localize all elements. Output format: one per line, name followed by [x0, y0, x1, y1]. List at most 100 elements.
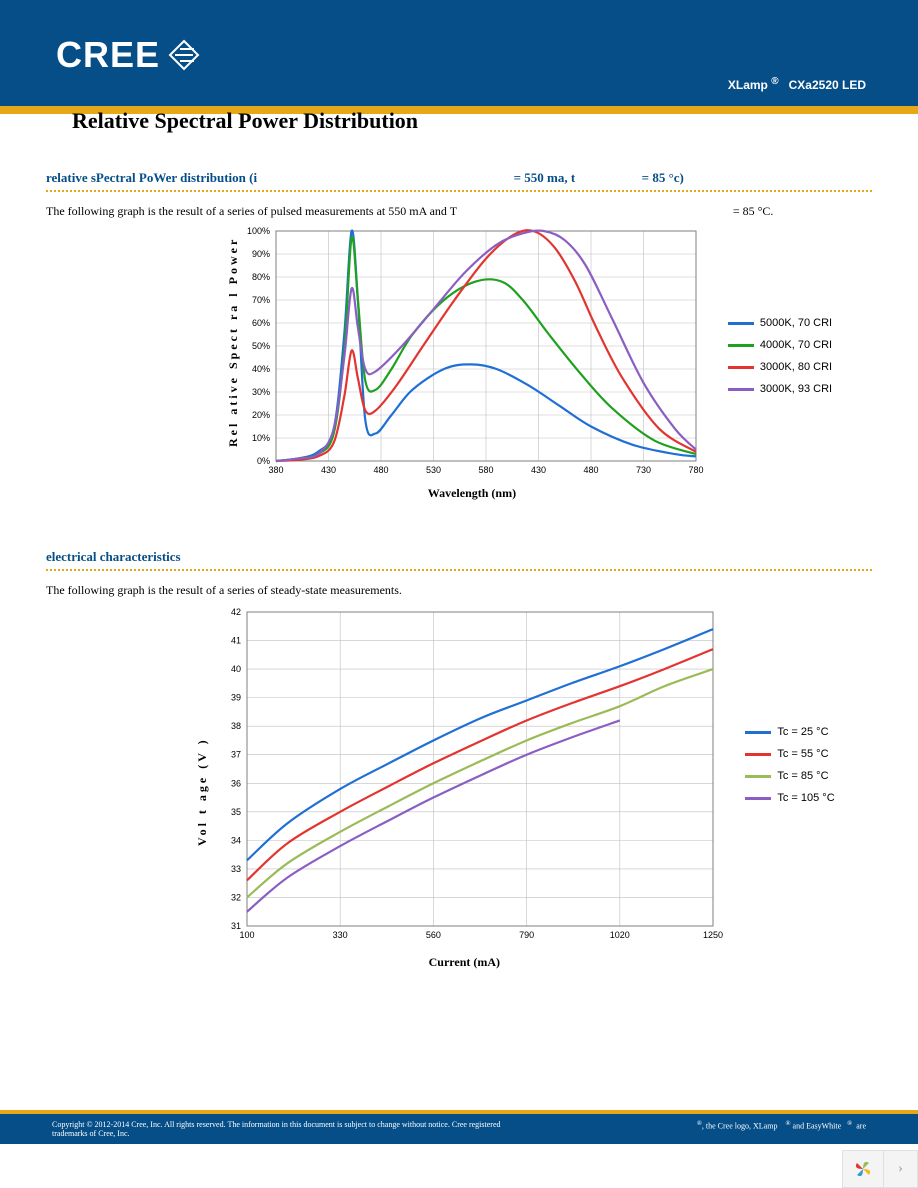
- svg-text:40: 40: [231, 664, 241, 674]
- legend-item: 5000K, 70 CRI: [728, 317, 832, 329]
- s1-row: Rel ative Spect ra l Power 380 430 480 530 5…: [46, 227, 872, 501]
- svg-text:90%: 90%: [252, 249, 270, 259]
- section1-header: relative sPectral PoWer distribution (i …: [46, 170, 872, 192]
- svg-text:80%: 80%: [252, 272, 270, 282]
- svg-text:480: 480: [373, 465, 388, 475]
- svg-text:50%: 50%: [252, 341, 270, 351]
- next-arrow-icon[interactable]: ›: [883, 1151, 917, 1187]
- s1-head-i: = 550 ma, t: [514, 170, 576, 185]
- header-band: CREE XLamp ® CXa2520 LED: [0, 0, 918, 106]
- svg-text:430: 430: [531, 465, 546, 475]
- svg-text:33: 33: [231, 864, 241, 874]
- chart1-legend: 5000K, 70 CRI 4000K, 70 CRI 3000K, 80 CRI 3…: [728, 227, 832, 395]
- brand-text: CREE: [56, 34, 160, 76]
- legend-label: 3000K, 93 CRI: [760, 383, 832, 395]
- content: relative sPectral PoWer distribution (i …: [0, 114, 918, 970]
- legend-label: 3000K, 80 CRI: [760, 361, 832, 373]
- svg-text:31: 31: [231, 921, 241, 931]
- svg-text:60%: 60%: [252, 318, 270, 328]
- chart2-xlabel: Current (mA): [199, 955, 729, 970]
- footer-blue: Copyright © 2012-2014 Cree, Inc. All rig…: [0, 1114, 918, 1144]
- svg-text:1250: 1250: [703, 930, 723, 940]
- corner-widget[interactable]: ›: [842, 1150, 918, 1188]
- legend-swatch: [745, 775, 771, 778]
- svg-text:40%: 40%: [252, 364, 270, 374]
- svg-text:20%: 20%: [252, 410, 270, 420]
- chart2-ylabel: Vol t age (V ): [195, 737, 210, 846]
- product-right: CXa2520 LED: [789, 78, 866, 92]
- svg-text:380: 380: [268, 465, 283, 475]
- svg-text:330: 330: [333, 930, 348, 940]
- footer-copyright: Copyright © 2012-2014 Cree, Inc. All rig…: [52, 1120, 512, 1138]
- svg-text:730: 730: [636, 465, 651, 475]
- svg-text:10%: 10%: [252, 433, 270, 443]
- svg-text:41: 41: [231, 636, 241, 646]
- s2-caption: The following graph is the result of a s…: [46, 583, 872, 598]
- legend-item: 4000K, 70 CRI: [728, 339, 832, 351]
- pinwheel-icon: [843, 1151, 883, 1187]
- legend-swatch: [728, 344, 754, 347]
- chart2-legend: Tc = 25 °C Tc = 55 °C Tc = 85 °C Tc = 105 °…: [745, 606, 834, 804]
- product-sep: ®: [771, 76, 778, 87]
- svg-text:790: 790: [519, 930, 534, 940]
- legend-label: Tc = 25 °C: [777, 726, 828, 738]
- legend-swatch: [745, 731, 771, 734]
- svg-text:30%: 30%: [252, 387, 270, 397]
- legend-label: 5000K, 70 CRI: [760, 317, 832, 329]
- legend-item: 3000K, 80 CRI: [728, 361, 832, 373]
- svg-text:38: 38: [231, 721, 241, 731]
- svg-text:100%: 100%: [247, 227, 270, 236]
- legend-swatch: [745, 753, 771, 756]
- s2-row: Vol t age (V ) 100 330 560 790 1020 1250 31 32 3…: [46, 606, 872, 970]
- s1-cap-right: = 85 °C.: [733, 204, 774, 218]
- footer-right: ®, the Cree logo, XLamp ® and EasyWhite …: [697, 1120, 866, 1138]
- svg-text:580: 580: [478, 465, 493, 475]
- legend-item: Tc = 105 °C: [745, 792, 834, 804]
- chart2-svg: 100 330 560 790 1020 1250 31 32 33 34 35 36 37 38 39 40…: [199, 606, 729, 946]
- svg-text:100: 100: [240, 930, 255, 940]
- s1-head-t: = 85 °c): [642, 170, 684, 185]
- legend-label: Tc = 55 °C: [777, 748, 828, 760]
- s1-caption: The following graph is the result of a s…: [46, 204, 872, 219]
- chart1-svg: 380 430 480 530 580 430 480 730 780 0% 10% 20% 30% 40…: [232, 227, 712, 477]
- svg-text:0%: 0%: [257, 456, 270, 466]
- svg-text:560: 560: [426, 930, 441, 940]
- svg-text:430: 430: [321, 465, 336, 475]
- svg-text:780: 780: [688, 465, 703, 475]
- chart2-container: Vol t age (V ) 1003305607901020125031323…: [199, 606, 729, 970]
- product-left: XLamp: [728, 78, 768, 92]
- svg-text:42: 42: [231, 607, 241, 617]
- svg-text:37: 37: [231, 750, 241, 760]
- legend-swatch: [745, 797, 771, 800]
- legend-label: Tc = 105 °C: [777, 792, 834, 804]
- legend-item: Tc = 85 °C: [745, 770, 834, 782]
- svg-text:36: 36: [231, 778, 241, 788]
- svg-text:1020: 1020: [610, 930, 630, 940]
- s1-head-prefix: relative sPectral PoWer distribution (i: [46, 170, 257, 185]
- chart1-ylabel: Rel ative Spect ra l Power: [226, 237, 241, 447]
- legend-item: Tc = 25 °C: [745, 726, 834, 738]
- svg-text:39: 39: [231, 693, 241, 703]
- footer: Copyright © 2012-2014 Cree, Inc. All rig…: [0, 1110, 918, 1144]
- s1-cap-left: The following graph is the result of a s…: [46, 204, 457, 218]
- legend-item: Tc = 55 °C: [745, 748, 834, 760]
- svg-text:530: 530: [426, 465, 441, 475]
- legend-swatch: [728, 366, 754, 369]
- product-label: XLamp ® CXa2520 LED: [728, 76, 866, 92]
- svg-text:480: 480: [583, 465, 598, 475]
- legend-label: Tc = 85 °C: [777, 770, 828, 782]
- legend-label: 4000K, 70 CRI: [760, 339, 832, 351]
- section2-header: electrical characteristics: [46, 549, 872, 571]
- legend-swatch: [728, 388, 754, 391]
- chart1-container: Rel ative Spect ra l Power 3804304805305…: [232, 227, 712, 501]
- chart1-xlabel: Wavelength (nm): [232, 486, 712, 501]
- svg-text:32: 32: [231, 892, 241, 902]
- brand-logo: CREE: [56, 34, 200, 76]
- legend-item: 3000K, 93 CRI: [728, 383, 832, 395]
- svg-text:70%: 70%: [252, 295, 270, 305]
- legend-swatch: [728, 322, 754, 325]
- svg-text:34: 34: [231, 835, 241, 845]
- svg-text:35: 35: [231, 807, 241, 817]
- brand-icon: [168, 39, 200, 71]
- page-title: Relative Spectral Power Distribution: [72, 108, 418, 134]
